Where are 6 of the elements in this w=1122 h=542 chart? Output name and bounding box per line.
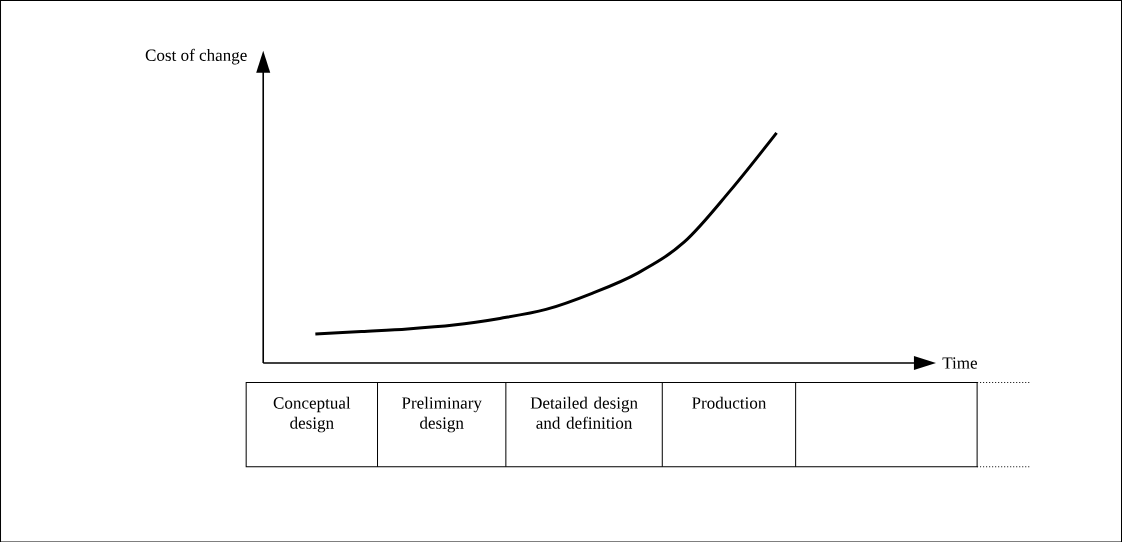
text: Time xyxy=(942,357,978,369)
y-axis-title: Cost of change xyxy=(145,48,247,65)
text: Preliminary design xyxy=(401,396,482,433)
text: Detailed design and definition xyxy=(530,396,638,429)
text: Conceptual design xyxy=(273,396,351,433)
text: Production xyxy=(692,396,767,409)
